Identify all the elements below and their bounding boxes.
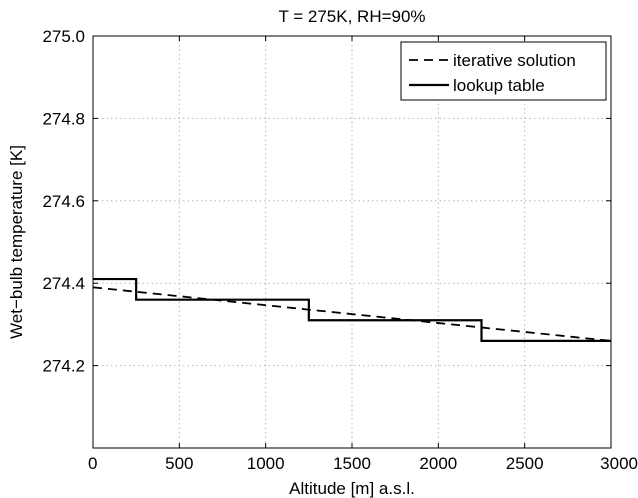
legend-label: iterative solution bbox=[453, 51, 576, 70]
x-tick-label: 3000 bbox=[600, 454, 638, 473]
chart-title: T = 275K, RH=90% bbox=[278, 7, 425, 26]
legend: iterative solution lookup table bbox=[400, 41, 607, 101]
series-line-lookup-table bbox=[93, 277, 611, 342]
x-tick-label: 2000 bbox=[419, 454, 457, 473]
plot-series bbox=[92, 277, 612, 342]
y-tick-label: 274.4 bbox=[42, 274, 85, 293]
y-tick-label: 274.6 bbox=[42, 192, 85, 211]
y-tick-label: 274.2 bbox=[42, 357, 85, 376]
y-axis-label: Wet−bulb temperature [K] bbox=[7, 145, 26, 339]
y-tick-label: 274.8 bbox=[42, 109, 85, 128]
y-tick-label: 275.0 bbox=[42, 27, 85, 46]
x-tick-label: 1500 bbox=[333, 454, 371, 473]
series-line-iterative-solution bbox=[92, 286, 612, 342]
x-tick-label: 1000 bbox=[247, 454, 285, 473]
x-tick-label: 2500 bbox=[506, 454, 544, 473]
x-tick-label: 500 bbox=[165, 454, 193, 473]
legend-label: lookup table bbox=[453, 76, 545, 95]
x-tick-label: 0 bbox=[88, 454, 97, 473]
axis-ticks: 0 500 1000 1500 2000 2500 3000 274.2 274.4 274.6 2… bbox=[42, 27, 638, 473]
x-axis-label: Altitude [m] a.s.l. bbox=[289, 479, 415, 498]
grid bbox=[93, 36, 611, 448]
legend-box bbox=[400, 41, 607, 101]
